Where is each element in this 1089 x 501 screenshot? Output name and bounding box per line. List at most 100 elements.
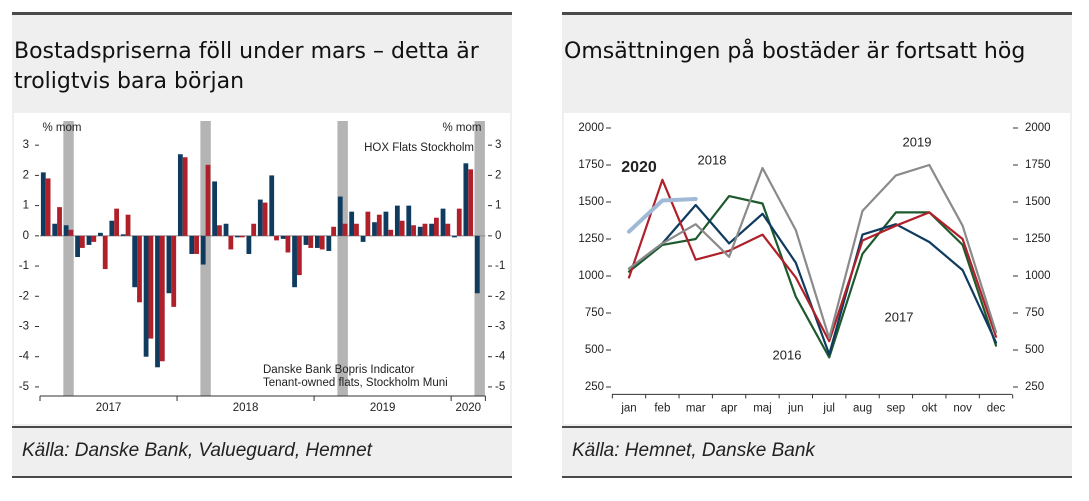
bar [342, 223, 348, 236]
bar [79, 235, 85, 248]
y-tick-label: -4 [19, 351, 30, 363]
bar [159, 235, 165, 362]
bar [365, 211, 371, 236]
y2-tick-label: -5 [495, 381, 505, 393]
x-tick-label: 2019 [370, 402, 396, 414]
x-tick-label: 2017 [96, 402, 122, 414]
bar [114, 208, 120, 236]
x-tick-label: nov [953, 402, 972, 414]
series-line [627, 195, 998, 359]
series-label: 2017 [885, 309, 914, 324]
x-tick-label: aug [853, 402, 872, 414]
y2-tick-label: 750 [1025, 307, 1044, 319]
x-tick-label: 2018 [233, 402, 259, 414]
x-tick-label: sep [887, 402, 906, 414]
bar [429, 223, 435, 236]
x-tick-label: okt [922, 402, 938, 414]
bar [269, 175, 275, 236]
bar [296, 235, 302, 276]
bar [125, 214, 131, 236]
bar [406, 205, 412, 236]
bar [360, 235, 366, 242]
bar [45, 178, 51, 236]
bar [354, 223, 359, 236]
bar [315, 235, 320, 248]
x-tick-label: jun [787, 402, 803, 414]
bar [143, 235, 149, 357]
y-tick-label: 1 [23, 200, 29, 212]
bar [52, 223, 58, 236]
y2-tick-label: 500 [1025, 344, 1044, 356]
y-tick-label: 1500 [578, 196, 604, 208]
bar [452, 235, 457, 238]
bar-chart: -5 -5 -4 -4 -3 -3 -2 -2 -1 -1 0 0 1 1 2 2 3 3 % mom % mom 20… [14, 113, 510, 424]
bar [189, 235, 195, 254]
x-tick-label: mar [686, 402, 706, 414]
series-line [627, 197, 698, 234]
separator [12, 426, 512, 428]
bar [75, 235, 80, 257]
legend-label: Tenant-owned flats, Stockholm Muni [263, 377, 448, 389]
bar [292, 235, 297, 288]
bar [456, 208, 462, 236]
bar [394, 205, 400, 236]
y2-tick-label: -2 [495, 290, 505, 302]
separator [562, 476, 1072, 478]
y-tick-label: 3 [23, 139, 29, 151]
x-tick-label: 2020 [455, 402, 481, 414]
y-tick-label: 1750 [578, 159, 604, 171]
bar [217, 225, 222, 236]
bar [440, 208, 446, 236]
bar [388, 229, 394, 236]
bar [422, 223, 428, 236]
bar [372, 222, 377, 236]
chart-title: Bostadspriserna föll under mars – detta … [14, 39, 479, 94]
y-tick-label: 1250 [578, 233, 604, 245]
bar [331, 226, 337, 236]
series-label: 2018 [698, 152, 727, 167]
series-label: 2016 [773, 347, 802, 362]
y-tick-label: 0 [23, 230, 29, 242]
bar [280, 235, 286, 239]
bar [132, 235, 138, 288]
bar [68, 229, 74, 236]
y2-tick-label: 1250 [1025, 233, 1051, 245]
y-tick-label: -5 [19, 381, 29, 393]
y2-tick-label: 3 [495, 139, 501, 151]
y2-tick-label: 2000 [1025, 122, 1051, 134]
y2-tick-label: 1750 [1025, 159, 1051, 171]
y2-tick-label: -3 [495, 321, 505, 333]
bar [246, 235, 252, 254]
bar [468, 169, 474, 236]
bar [182, 157, 188, 236]
x-tick-label: maj [753, 402, 772, 414]
bar [399, 220, 405, 236]
bar [262, 202, 268, 236]
legend-label: HOX Flats Stockholm [364, 142, 474, 154]
highlight-band [63, 121, 74, 396]
y-tick-label: 500 [585, 344, 604, 356]
bar [274, 235, 279, 241]
bar [463, 163, 469, 236]
bar [257, 199, 263, 236]
bar [376, 214, 382, 236]
bar [120, 234, 126, 236]
bar [109, 220, 115, 236]
legend-label: Danske Bank Bopris Indicator [263, 364, 415, 376]
bar [434, 217, 439, 236]
separator [12, 476, 512, 478]
highlight-band [474, 121, 485, 396]
y-tick-label: 250 [585, 381, 604, 393]
highlight-band [337, 121, 348, 396]
bar [166, 235, 172, 294]
bar [411, 225, 416, 236]
bar [40, 172, 46, 236]
separator [562, 426, 1072, 428]
y2-tick-label: 250 [1025, 381, 1044, 393]
x-tick-label: feb [654, 402, 670, 414]
bar [194, 235, 199, 254]
y-tick-label: 750 [585, 307, 604, 319]
bar [303, 235, 309, 245]
y2-tick-label: 1 [495, 200, 501, 212]
